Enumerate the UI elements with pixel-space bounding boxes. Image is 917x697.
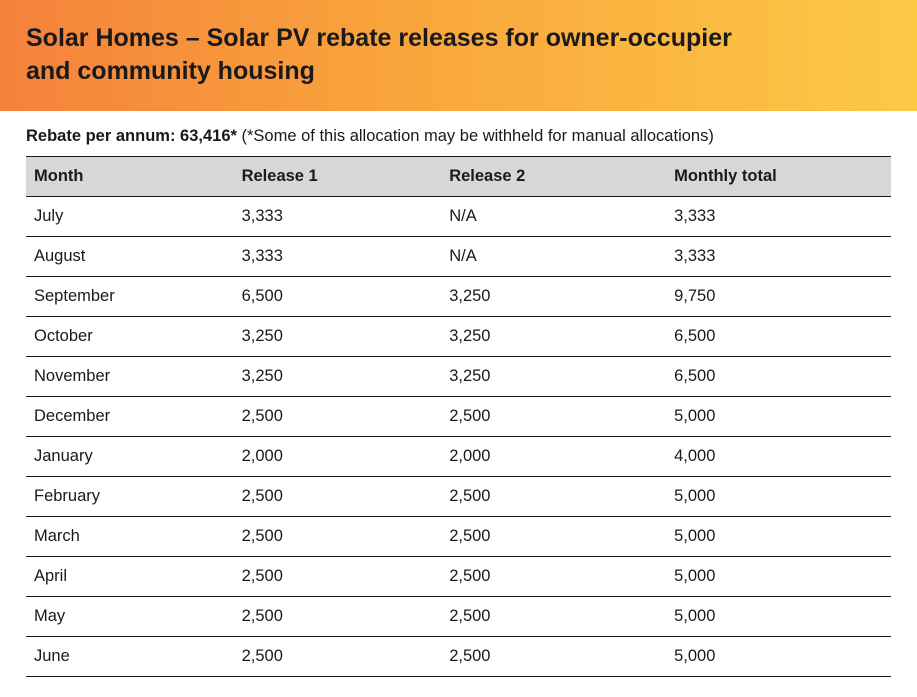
table-row: April2,5002,5005,000: [26, 557, 891, 597]
cell-total: 9,750: [666, 277, 891, 317]
title-banner: Solar Homes – Solar PV rebate releases f…: [0, 0, 917, 111]
cell-release1: 2,500: [234, 597, 442, 637]
page-title: Solar Homes – Solar PV rebate releases f…: [26, 22, 891, 87]
cell-release2: 3,250: [441, 317, 666, 357]
cell-release2: 2,000: [441, 437, 666, 477]
cell-release2: 2,500: [441, 477, 666, 517]
cell-release2: 2,500: [441, 397, 666, 437]
title-line-2: and community housing: [26, 57, 315, 85]
cell-total: 3,333: [666, 197, 891, 237]
cell-month: February: [26, 477, 234, 517]
cell-release2: N/A: [441, 197, 666, 237]
table-row: February2,5002,5005,000: [26, 477, 891, 517]
cell-release1: 2,500: [234, 557, 442, 597]
cell-release1: 3,333: [234, 237, 442, 277]
cell-month: June: [26, 637, 234, 677]
cell-release2: N/A: [441, 237, 666, 277]
cell-month: October: [26, 317, 234, 357]
rebate-table: Month Release 1 Release 2 Monthly total …: [26, 156, 891, 677]
cell-release1: 2,500: [234, 397, 442, 437]
table-row: June2,5002,5005,000: [26, 637, 891, 677]
table-row: September6,5003,2509,750: [26, 277, 891, 317]
cell-total: 5,000: [666, 517, 891, 557]
table-row: November3,2503,2506,500: [26, 357, 891, 397]
table-row: October3,2503,2506,500: [26, 317, 891, 357]
table-row: December2,5002,5005,000: [26, 397, 891, 437]
cell-release2: 3,250: [441, 277, 666, 317]
cell-release1: 3,333: [234, 197, 442, 237]
cell-month: March: [26, 517, 234, 557]
col-header-release2: Release 2: [441, 157, 666, 197]
col-header-release1: Release 1: [234, 157, 442, 197]
cell-month: December: [26, 397, 234, 437]
cell-month: August: [26, 237, 234, 277]
col-header-month: Month: [26, 157, 234, 197]
cell-release1: 6,500: [234, 277, 442, 317]
rebate-label: Rebate per annum:: [26, 127, 180, 145]
cell-month: May: [26, 597, 234, 637]
subheader: Rebate per annum: 63,416* (*Some of this…: [0, 111, 917, 156]
cell-total: 5,000: [666, 597, 891, 637]
rebate-note: (*Some of this allocation may be withhel…: [237, 127, 714, 145]
cell-release1: 2,500: [234, 637, 442, 677]
table-row: March2,5002,5005,000: [26, 517, 891, 557]
cell-total: 4,000: [666, 437, 891, 477]
title-line-1: Solar Homes – Solar PV rebate releases f…: [26, 24, 732, 52]
cell-month: July: [26, 197, 234, 237]
cell-release2: 2,500: [441, 637, 666, 677]
cell-total: 5,000: [666, 397, 891, 437]
table-row: July3,333N/A3,333: [26, 197, 891, 237]
col-header-total: Monthly total: [666, 157, 891, 197]
cell-month: April: [26, 557, 234, 597]
cell-release1: 2,000: [234, 437, 442, 477]
cell-total: 6,500: [666, 317, 891, 357]
cell-total: 6,500: [666, 357, 891, 397]
cell-total: 5,000: [666, 557, 891, 597]
cell-month: November: [26, 357, 234, 397]
cell-month: September: [26, 277, 234, 317]
table-row: January2,0002,0004,000: [26, 437, 891, 477]
cell-release1: 3,250: [234, 357, 442, 397]
cell-total: 3,333: [666, 237, 891, 277]
cell-total: 5,000: [666, 477, 891, 517]
cell-release2: 2,500: [441, 597, 666, 637]
table-row: August3,333N/A3,333: [26, 237, 891, 277]
cell-total: 5,000: [666, 637, 891, 677]
cell-release2: 3,250: [441, 357, 666, 397]
table-row: May2,5002,5005,000: [26, 597, 891, 637]
cell-release1: 2,500: [234, 477, 442, 517]
cell-release2: 2,500: [441, 557, 666, 597]
rebate-value: 63,416*: [180, 127, 237, 145]
cell-release1: 3,250: [234, 317, 442, 357]
cell-release2: 2,500: [441, 517, 666, 557]
table-header-row: Month Release 1 Release 2 Monthly total: [26, 157, 891, 197]
table-body: July3,333N/A3,333 August3,333N/A3,333 Se…: [26, 197, 891, 677]
cell-release1: 2,500: [234, 517, 442, 557]
table-container: Month Release 1 Release 2 Monthly total …: [0, 156, 917, 697]
cell-month: January: [26, 437, 234, 477]
